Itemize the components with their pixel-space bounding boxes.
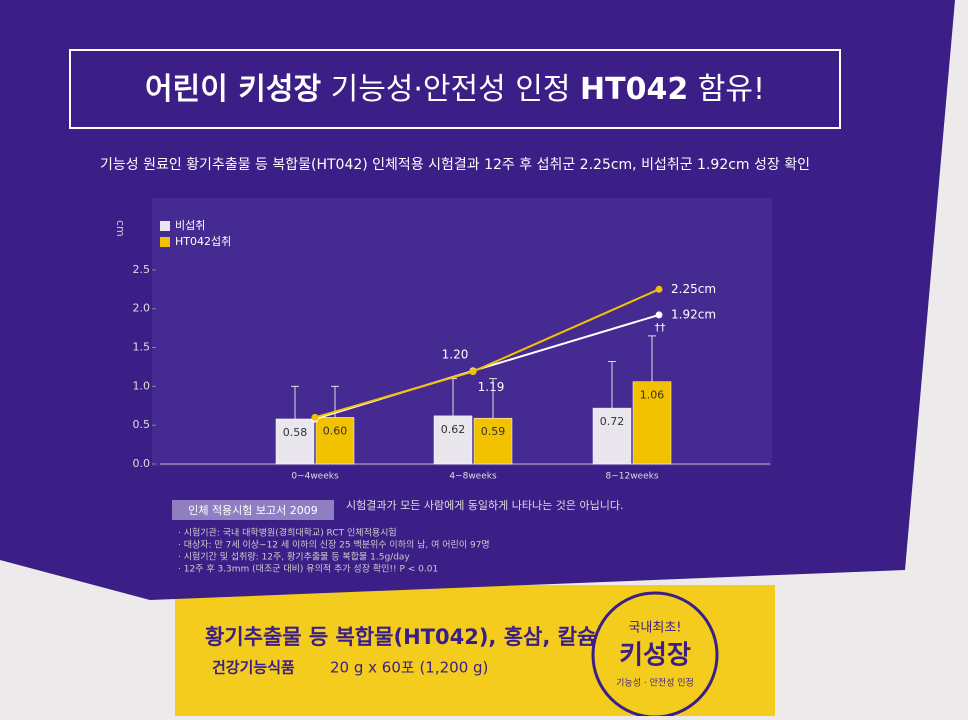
x-tick-label: 0~4weeks [291,472,339,482]
line-point [655,311,663,319]
legend-swatch [160,221,170,231]
category: 건강기능식품 [212,659,295,677]
data-label: 0.72 [600,415,625,428]
y-tick-label: 2.0 [133,302,151,315]
report: 인체 적용시험 보고서 2009 [188,504,318,517]
bar [315,417,355,465]
data-label: 1.19 [478,380,505,394]
x-tick-label: 8~12weeks [605,472,658,482]
title-part: 함유! [698,72,765,107]
data-label: 2.25cm [671,282,716,296]
title-part: 어린이 키성장 [145,72,321,107]
data-label: 0.58 [283,426,308,439]
title-part: 기능성·안전성 인정 [331,72,571,107]
y-tick-label: 0.0 [133,457,151,470]
title-frame [69,49,841,129]
data-label: 0.60 [323,424,348,437]
bar [433,415,473,465]
report-tag [172,500,334,520]
y-axis-label: cm [114,220,127,237]
title: 어린이 키성장 기능성·안전성 인정 HT042 함유! [145,72,765,107]
annotation: †† [655,321,667,334]
subtitle: 기능성 원료인 황기추출물 등 복합물(HT042) 인체적용 시험결과 12주… [100,157,810,173]
note: · 시험기관: 국내 대학병원(경희대학교) RCT 인체적용시험 [178,527,397,539]
badge-top: 국내최초! [628,621,681,636]
note: · 대상자: 만 7세 이상~12 세 이하의 신장 25 백분위수 이하의 남… [178,539,490,551]
legend-label: 비섭취 [175,219,205,232]
bar [275,418,315,465]
quantity: 20 g x 60포 (1,200 g) [330,659,488,677]
bar [632,381,672,465]
note: · 12주 후 3.3mm (대조군 대비) 유의적 추가 성장 확인!! P … [178,563,438,575]
y-tick-label: 0.5 [133,418,151,431]
bar [473,417,513,465]
badge-bottom: 기능성 · 안전성 인정 [616,678,694,689]
disclaimer: 시험결과가 모든 사람에게 동일하게 나타나는 것은 아닙니다. [346,498,623,512]
chart: cm 0.0 0.5 1.0 1.5 2.0 2.5 0~4weeks 4~8weeks 8~12… [114,219,770,482]
title-part: HT042 [580,72,688,107]
y-tick-label: 1.5 [133,341,151,354]
x-tick-label: 4~8weeks [449,472,497,482]
line-point [655,285,663,293]
legend-swatch [160,237,170,247]
data-label: 0.62 [441,423,466,436]
line-point [469,368,477,376]
legend-label: HT042섭취 [175,235,231,248]
y-tick-label: 2.5 [133,263,151,276]
y-tick-label: 1.0 [133,379,151,392]
data-label: 1.20 [442,347,469,361]
badge-main: 키성장 [619,641,691,671]
note: · 시험기간 및 섭취량: 12주, 황기추출물 등 복합물 1.5g/day [178,551,410,563]
product: 황기추출물 등 복합물(HT042), 홍삼, 칼슘 [205,625,596,649]
data-label: 1.92cm [671,307,716,321]
bar [592,407,632,465]
data-label: 1.06 [640,389,665,402]
data-label: 0.59 [481,425,506,438]
line-point [311,413,319,421]
